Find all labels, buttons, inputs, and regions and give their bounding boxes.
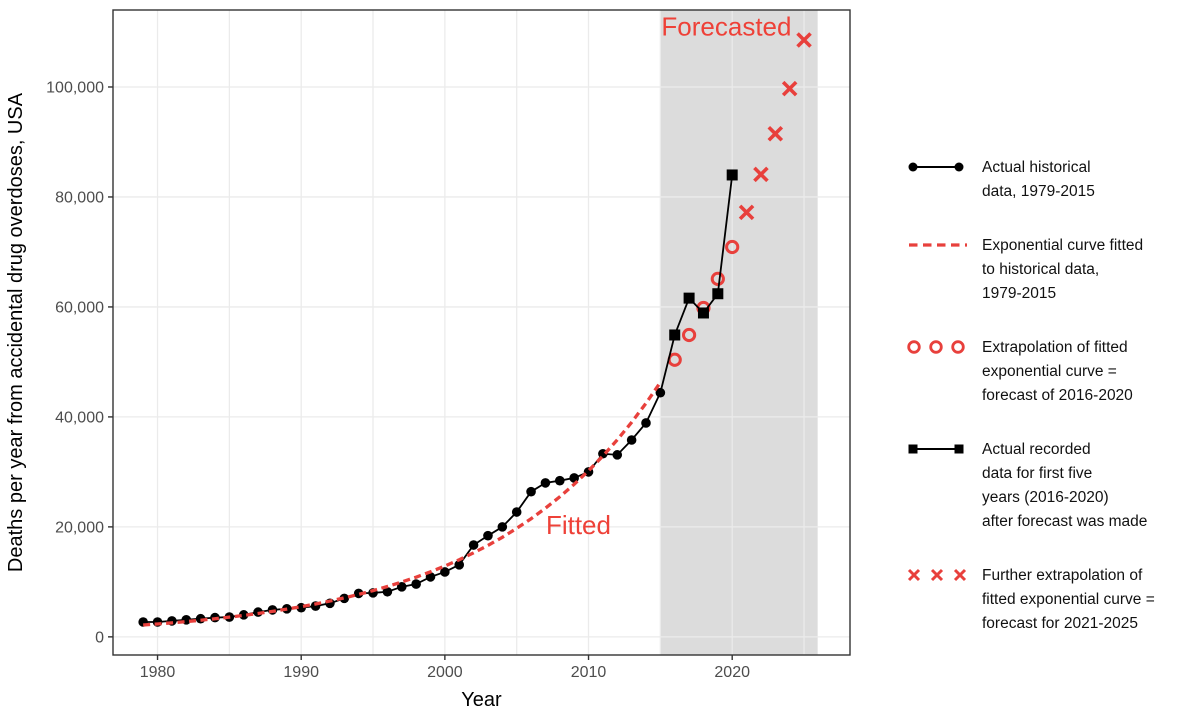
legend-label-forecast-circles: Extrapolation of fitted exponential curv… xyxy=(982,339,1133,404)
actual-recorded-square xyxy=(697,307,709,319)
y-axis-title: Deaths per year from accidental drug ove… xyxy=(5,92,27,572)
shaded-forecast-region xyxy=(660,10,818,655)
line-with-squares-icon xyxy=(908,444,964,454)
forecast-x-mark xyxy=(767,125,784,142)
historical-data-point xyxy=(497,522,508,532)
legend-item-forecast-x: Further extrapolation of fitted exponent… xyxy=(905,564,1197,636)
fitted-curve-line xyxy=(143,381,662,627)
y-tick-label: 80,000 xyxy=(55,189,104,206)
x-tick-label: 2020 xyxy=(714,664,750,681)
historical-data-point xyxy=(454,560,465,570)
legend-label-forecast-x: Further extrapolation of fitted exponent… xyxy=(982,567,1155,632)
y-tick-label: 100,000 xyxy=(46,79,104,96)
forecast-x-mark xyxy=(753,166,769,183)
historical-data-point xyxy=(382,586,393,597)
legend-item-forecast-circles: Extrapolation of fitted exponential curv… xyxy=(905,336,1197,408)
historical-data-point xyxy=(440,567,450,577)
legend-item-actual-recorded: Actual recorded data for first five year… xyxy=(905,438,1197,534)
historical-data-point xyxy=(483,530,493,541)
historical-data-point xyxy=(468,540,479,550)
historical-data-point xyxy=(353,588,364,599)
forecast-x-mark xyxy=(738,204,755,221)
historical-data-point xyxy=(339,593,350,604)
x-tick-label: 2000 xyxy=(427,664,463,681)
historical-data-point xyxy=(612,450,623,460)
forecast-circle xyxy=(725,239,740,255)
legend: Actual historical data, 1979-2015 Expone… xyxy=(905,156,1197,666)
historical-data-point xyxy=(641,418,651,428)
y-tick-label: 20,000 xyxy=(55,519,104,536)
x-tick-label: 1990 xyxy=(283,664,319,681)
historical-data-point xyxy=(425,572,436,582)
historical-data-point xyxy=(511,507,522,517)
x-tick-label: 1980 xyxy=(140,664,176,681)
historical-data-point xyxy=(554,475,565,486)
historical-data-point xyxy=(411,579,421,589)
forecast-circle xyxy=(681,327,697,343)
three-open-circles-icon xyxy=(907,340,965,354)
forecast-circle xyxy=(710,271,725,286)
y-tick-label: 0 xyxy=(95,629,104,646)
actual-recorded-square xyxy=(726,169,738,181)
actual-recorded-square xyxy=(683,292,695,304)
line-with-circles-icon xyxy=(908,162,964,172)
three-x-marks-icon xyxy=(907,568,967,582)
legend-label-historical: Actual historical data, 1979-2015 xyxy=(982,159,1095,200)
red-dashed-line-icon xyxy=(909,243,967,247)
panel-border xyxy=(112,9,851,656)
x-axis-title: Year xyxy=(461,689,502,711)
historical-data-point xyxy=(626,435,637,445)
actual-recorded-square xyxy=(712,288,724,300)
legend-label-actual-recorded: Actual recorded data for first five year… xyxy=(982,441,1148,530)
legend-item-fitted-curve: Exponential curve fitted to historical d… xyxy=(905,234,1197,306)
forecast-x-mark xyxy=(796,32,812,48)
annotation-forecasted: Forecasted xyxy=(661,11,791,41)
actual-recorded-2016-2020-line xyxy=(659,174,734,393)
actual-recorded-square xyxy=(669,329,681,341)
historical-data-point xyxy=(540,478,551,488)
y-tick-label: 40,000 xyxy=(55,409,104,426)
annotation-fitted: Fitted xyxy=(546,510,611,540)
x-tick-label: 2010 xyxy=(571,664,607,681)
forecast-x-mark xyxy=(781,80,798,97)
y-tick-label: 60,000 xyxy=(55,299,104,316)
legend-label-fitted-curve: Exponential curve fitted to historical d… xyxy=(982,237,1144,302)
overdose-forecast-chart: Forecasted Fitted 1980 1990 2000 2010 2020 0 20,… xyxy=(5,9,851,711)
historical-data-point xyxy=(526,486,536,497)
legend-item-historical: Actual historical data, 1979-2015 xyxy=(905,156,1197,204)
